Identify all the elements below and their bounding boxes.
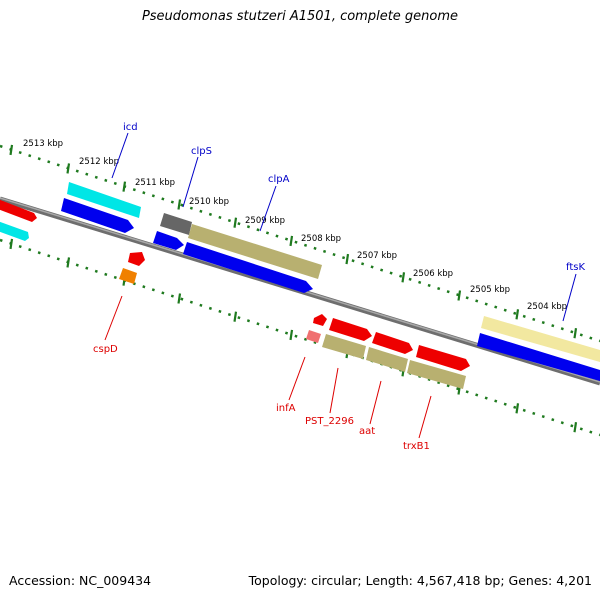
leader-PST_2296 <box>329 367 339 414</box>
gene-label-aat: aat <box>359 426 375 437</box>
major-tick <box>233 217 238 228</box>
kbp-label: 2504 kbp <box>527 302 567 312</box>
leader-infA <box>288 356 306 401</box>
gene-clpA <box>188 224 322 279</box>
gene-red-c <box>416 345 470 371</box>
major-tick <box>289 329 294 341</box>
gene-icd <box>67 182 141 218</box>
gene-label-clpS: clpS <box>191 146 212 157</box>
gene-label-infA: infA <box>276 403 296 414</box>
major-tick <box>457 290 462 301</box>
gene-red-left <box>0 199 37 222</box>
major-tick <box>515 309 520 320</box>
accession-text: Accession: NC_009434 <box>9 573 152 588</box>
gene-infA <box>306 330 321 343</box>
gene-label-cspD: cspD <box>93 344 118 355</box>
leader-lines <box>104 132 577 439</box>
major-tick <box>9 238 14 250</box>
scale-labels: 2513 kbp 2512 kbp 2511 kbp 2510 kbp 2509… <box>23 139 567 312</box>
major-tick <box>9 144 14 156</box>
kbp-label: 2508 kbp <box>301 234 341 244</box>
gene-red-infA-arrow <box>313 314 327 326</box>
gene-blue-3 <box>183 242 313 293</box>
major-tick <box>233 311 238 322</box>
kbp-label: 2509 kbp <box>245 216 285 226</box>
topology-summary: Topology: circular; Length: 4,567,418 bp… <box>248 573 592 588</box>
leader-ftsK <box>562 273 577 322</box>
gene-labels: icd clpS clpA ftsK cspD infA PST_2296 aa… <box>93 122 585 452</box>
gene-label-trxB1: trxB1 <box>403 441 430 452</box>
leader-cspD <box>104 295 123 341</box>
gene-clpS <box>160 213 192 235</box>
leader-icd <box>111 132 129 179</box>
map-title: Pseudomonas stutzeri A1501, complete gen… <box>141 9 459 24</box>
leader-clpS <box>182 156 199 208</box>
gene-cspD <box>119 268 137 284</box>
gene-aat <box>366 347 408 372</box>
kbp-label: 2505 kbp <box>470 285 510 295</box>
leader-aat <box>369 380 382 425</box>
major-tick <box>515 403 520 414</box>
gene-features-upper <box>0 182 600 381</box>
kbp-label: 2507 kbp <box>357 251 397 261</box>
kbp-label: 2506 kbp <box>413 269 453 279</box>
gene-blue-4 <box>477 333 600 381</box>
kbp-label: 2510 kbp <box>189 197 229 207</box>
gene-red-a <box>329 318 372 341</box>
gene-blue-1 <box>61 198 134 233</box>
major-ticks <box>9 144 578 433</box>
kbp-label: 2513 kbp <box>23 139 63 149</box>
major-tick <box>345 253 350 265</box>
gene-red-small <box>128 252 145 266</box>
gene-label-ftsK: ftsK <box>566 262 585 273</box>
kbp-label: 2511 kbp <box>135 178 175 188</box>
gene-ftsK <box>481 316 600 362</box>
leader-trxB1 <box>418 395 432 439</box>
gene-label-icd: icd <box>123 122 138 133</box>
gene-label-clpA: clpA <box>268 174 290 185</box>
gene-features-lower <box>119 252 470 389</box>
major-tick <box>401 272 406 283</box>
major-tick <box>66 163 71 174</box>
gene-label-PST_2296: PST_2296 <box>305 416 354 427</box>
major-tick <box>177 199 182 210</box>
gene-trxB1 <box>407 360 466 389</box>
major-tick <box>177 293 182 304</box>
major-tick <box>66 257 71 268</box>
kbp-label: 2512 kbp <box>79 157 119 167</box>
major-tick <box>122 181 127 192</box>
leader-clpA <box>259 185 277 232</box>
scale-track-top <box>0 144 600 343</box>
gene-red-b <box>372 332 413 354</box>
gene-PST_2296 <box>322 334 366 359</box>
major-tick <box>573 328 578 339</box>
gene-blue-2 <box>153 231 184 250</box>
major-tick <box>289 235 294 247</box>
major-tick <box>573 422 578 433</box>
gene-cyan-left <box>0 221 29 241</box>
